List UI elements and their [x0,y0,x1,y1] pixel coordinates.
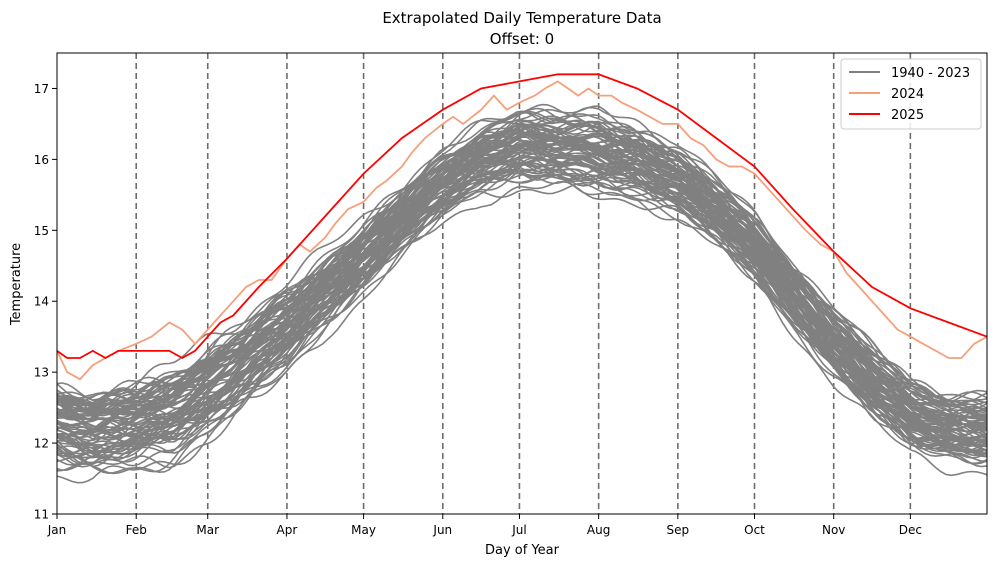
series-line-2025 [56,73,988,360]
legend: 1940 - 2023 2024 2025 [840,58,982,130]
y-tick-label: 11 [34,508,49,522]
x-tick-label: Aug [587,523,610,537]
x-tick-label: May [351,523,376,537]
y-tick-label: 12 [34,437,49,451]
y-axis-label: Temperature [9,243,24,326]
historical-series-line [56,168,988,466]
y-tick-label: 13 [34,366,49,380]
historical-series-line [56,130,988,421]
x-tick-label: Nov [822,523,845,537]
y-axis-ticks: 11 12 13 14 15 16 17 [34,82,57,522]
legend-label-historical: 1940 - 2023 [891,66,970,81]
x-tick-label: Feb [126,523,147,537]
historical-series-line [56,157,988,448]
historical-series-group [56,103,988,484]
x-tick-label: Jul [511,523,526,537]
historical-series-line [56,107,988,423]
historical-series-line [56,135,988,432]
chart-subtitle: Offset: 0 [490,30,554,48]
plot-area [56,52,988,515]
x-tick-label: Jan [47,523,67,537]
highlight-series-group [56,73,988,381]
x-tick-label: Apr [277,523,298,537]
y-tick-label: 14 [34,295,49,309]
x-tick-label: Jun [432,523,452,537]
historical-series-line [56,153,988,458]
y-tick-label: 15 [34,224,49,238]
x-tick-label: Sep [667,523,690,537]
y-tick-label: 16 [34,153,49,167]
legend-box [840,58,982,130]
plot-frame [56,52,988,515]
legend-label-2024: 2024 [891,87,924,102]
historical-series-line [56,158,988,475]
historical-series-line [56,132,988,431]
x-axis-label: Day of Year [485,543,560,558]
x-tick-label: Oct [744,523,765,537]
x-tick-label: Dec [899,523,922,537]
y-tick-label: 17 [34,82,49,96]
legend-label-2025: 2025 [891,108,924,123]
historical-series-line [56,173,988,477]
x-tick-label: Mar [196,523,219,537]
chart-title: Extrapolated Daily Temperature Data [382,9,661,27]
historical-series-line [56,183,988,466]
historical-series-line [56,132,988,423]
x-axis-ticks: Jan Feb Mar Apr May Jun Jul Aug Sep Oct Nov Dec [47,514,922,537]
